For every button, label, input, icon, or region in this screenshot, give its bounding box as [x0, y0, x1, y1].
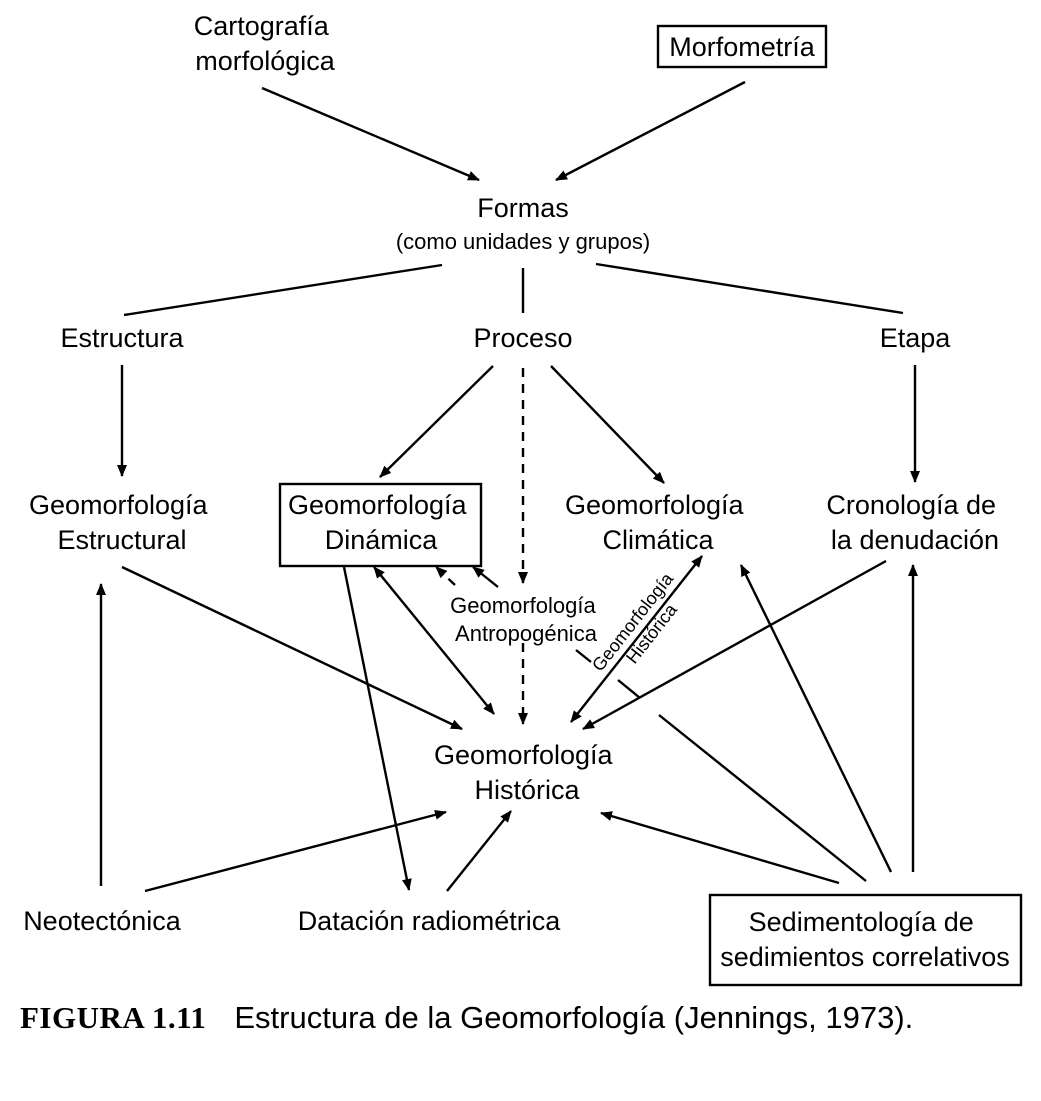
node-geo-antropogenica-line-1: Geomorfología — [450, 593, 596, 618]
node-formas-subtitle: (como unidades y grupos) — [396, 229, 650, 254]
edge-sedimentologia-to-antropogenica-tip — [575, 649, 592, 663]
edge-historica-climatica — [570, 555, 703, 723]
node-cartografia: Cartografía morfológica — [194, 11, 337, 76]
edge-sedimentologia-to-antropogenica — [658, 714, 867, 882]
node-geo-climatica: Geomorfología Climática — [565, 490, 751, 555]
node-estructura: Estructura — [60, 323, 184, 353]
node-datacion: Datación radiométrica — [298, 906, 562, 936]
sedimentologia-box — [708, 893, 1023, 987]
edge-estructural-to-geo-historica — [121, 565, 463, 731]
node-geo-estructural: Geomorfología Estructural — [29, 490, 215, 555]
edge-neotectonica-to-geo-historica — [144, 809, 447, 893]
node-geo-historica-line-2: Histórica — [474, 775, 580, 805]
node-sedimentologia-line-1: Sedimentología de — [749, 907, 974, 937]
node-sedimentologia-line-2: sedimientos correlativos — [720, 942, 1010, 972]
node-geo-estructural-line-2: Estructural — [57, 525, 186, 555]
node-cronologia: Cronología de la denudación — [826, 490, 1003, 555]
edge-sedimentologia-to-geo-climatica — [739, 564, 893, 873]
figure-number: FIGURA 1.11 — [20, 1000, 207, 1035]
node-geo-antropogenica: Geomorfología Antropogénica — [450, 593, 602, 646]
node-neotectonica: Neotectónica — [23, 906, 182, 936]
node-cartografia-line-2: morfológica — [195, 46, 336, 76]
edge-cartografia-to-formas — [261, 86, 480, 182]
node-proceso: Proceso — [473, 323, 572, 353]
node-geo-dinamica-line-2: Dinámica — [325, 525, 439, 555]
edge-proceso-to-geo-dinamica — [379, 365, 494, 478]
edge-sedimentologia-to-antropogenica-segment — [617, 679, 641, 699]
node-cronologia-line-2: la denudación — [831, 525, 999, 555]
edge-antropogenica-to-dinamica-dashed — [435, 566, 456, 586]
figure-caption-text: Estructura de la Geomorfología (Jennings… — [234, 1000, 914, 1035]
edge-sedimentologia-to-geo-historica — [600, 811, 840, 885]
node-morfometria: Morfometría — [669, 32, 816, 62]
node-geo-estructural-line-1: Geomorfología — [29, 490, 209, 520]
edge-antropogenica-to-dinamica — [472, 566, 499, 588]
node-cartografia-line-1: Cartografía — [194, 11, 330, 41]
node-geo-antropogenica-line-2: Antropogénica — [455, 621, 598, 646]
node-sedimentologia: Sedimentología de sedimientos correlativ… — [720, 907, 1010, 972]
node-formas: Formas — [477, 193, 569, 223]
edge-dinamica-to-datacion — [342, 566, 412, 891]
node-etapa: Etapa — [880, 323, 952, 353]
edge-dinamica-historica — [373, 566, 495, 715]
geomorphology-structure-diagram: Cartografía morfológica Morfometría Form… — [23, 11, 1023, 987]
node-cronologia-line-1: Cronología de — [826, 490, 996, 520]
edge-morfometria-to-formas — [555, 80, 746, 182]
edge-datacion-to-geo-historica — [446, 810, 512, 892]
node-geo-dinamica-line-1: Geomorfología — [288, 490, 468, 520]
edge-formas-etapa — [595, 262, 904, 315]
node-geo-climatica-line-1: Geomorfología — [565, 490, 745, 520]
node-geo-historica-line-1: Geomorfología — [434, 740, 614, 770]
edge-formas-estructura — [123, 263, 443, 317]
edge-cronologia-to-geo-historica — [582, 559, 887, 731]
diagram-edges — [96, 80, 920, 893]
node-geo-dinamica: Geomorfología Dinámica — [288, 490, 474, 555]
edge-proceso-to-geo-climatica — [550, 365, 665, 484]
geo-dinamica-box — [278, 482, 483, 568]
morfometria-box — [656, 24, 828, 69]
figure-caption: FIGURA 1.11 Estructura de la Geomorfologí… — [20, 998, 1020, 1038]
node-geo-historica: Geomorfología Histórica — [434, 740, 620, 805]
node-geo-climatica-line-2: Climática — [602, 525, 714, 555]
